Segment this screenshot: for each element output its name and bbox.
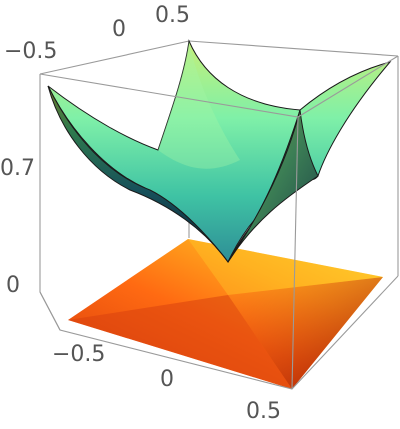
tick-top-left-zero: 0 (112, 17, 126, 42)
tick-top-left-neg: −0.5 (4, 39, 57, 64)
box-front-edges (39, 55, 399, 390)
tick-bottom-neg: −0.5 (52, 342, 105, 367)
tick-vertical-07: 0.7 (0, 156, 35, 181)
tick-bottom-pos: 0.5 (246, 399, 281, 424)
tick-vertical-0: 0 (6, 273, 20, 298)
tick-bottom-zero: 0 (160, 367, 174, 392)
tick-labels: −0.5 0 0.5 0.7 0 −0.5 0 0.5 (0, 3, 281, 424)
surface (47, 39, 392, 263)
tick-top-left-pos: 0.5 (155, 3, 190, 28)
floor-projection (68, 239, 383, 389)
